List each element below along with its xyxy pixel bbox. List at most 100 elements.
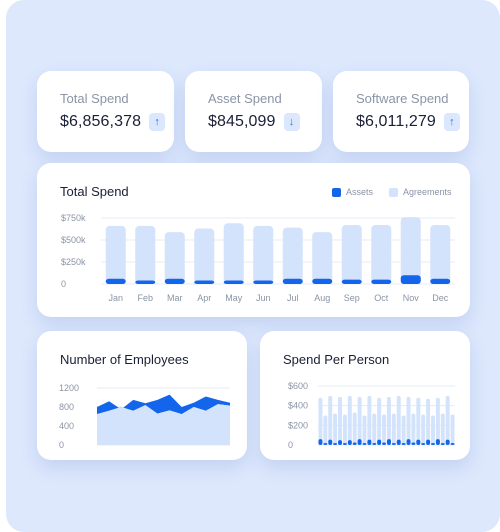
y-tick-label: 0 (61, 279, 66, 289)
x-tick-label: Dec (432, 293, 449, 303)
legend-swatch-assets (332, 187, 341, 197)
arrow-down-icon: ↓ (283, 113, 300, 131)
x-tick-label: Sep (344, 293, 360, 303)
spend-bar-base (396, 439, 401, 445)
spend-bar-base (430, 443, 435, 445)
spend-bar-total (406, 396, 411, 445)
spend-bar-total (328, 395, 333, 445)
spend-bar-base (416, 439, 421, 445)
y-tick-label: 0 (59, 440, 64, 450)
employees-area-base (97, 404, 230, 445)
spend-bar-total (362, 415, 367, 445)
spend-bar-total (352, 412, 357, 445)
y-tick-label: $750k (61, 213, 86, 223)
assets-bar (312, 278, 333, 284)
x-tick-label: Mar (167, 293, 183, 303)
dashboard-panel: Total Spend $6,856,378 ↑ Asset Spend $84… (6, 0, 500, 532)
assets-bar (253, 280, 274, 284)
assets-bar (105, 278, 126, 284)
agreements-bar (223, 223, 244, 284)
agreements-bar (400, 217, 421, 284)
y-tick-label: $200 (288, 420, 308, 430)
x-tick-label: Feb (137, 293, 153, 303)
agreements-bar (312, 232, 333, 284)
kpi-card-asset-spend[interactable]: Asset Spend $845,099 ↓ (185, 71, 322, 152)
spend-bar-base (406, 439, 411, 445)
chart-legend: Assets Agreements (332, 187, 452, 197)
kpi-value: $6,856,378 (60, 113, 142, 130)
spend-bar-base (372, 443, 377, 445)
spend-bar-base (435, 439, 440, 445)
spend-bar-total (435, 397, 440, 445)
spend-per-person-card: Spend Per Person 0 $200 $400 $600 (260, 331, 470, 460)
y-tick-label: $400 (288, 401, 308, 411)
x-tick-label: Jul (287, 293, 299, 303)
agreements-bar (135, 225, 156, 284)
x-tick-label: Aug (314, 293, 330, 303)
spend-bar-base (391, 443, 396, 445)
kpi-card-software-spend[interactable]: Software Spend $6,011,279 ↑ (333, 71, 469, 152)
assets-bar (223, 280, 244, 284)
spend-bar-base (401, 443, 406, 445)
y-tick-label: 0 (288, 440, 293, 450)
spend-bar-base (318, 439, 323, 445)
spend-bar-total (440, 413, 445, 445)
spend-bar-base (421, 443, 426, 445)
spend-bar-total (386, 396, 391, 445)
y-tick-label: $250k (61, 257, 86, 267)
assets-bar (400, 275, 421, 284)
spend-bar-total (430, 415, 435, 445)
arrow-up-icon: ↑ (149, 113, 166, 131)
total-spend-card: Total Spend Assets Agreements 0 $250k $500… (37, 163, 470, 317)
assets-bar (164, 278, 185, 284)
agreements-bar (282, 227, 303, 284)
agreements-bar (430, 225, 451, 284)
card-title: Total Spend (60, 184, 129, 199)
spend-bar-base (362, 443, 367, 445)
spend-bar-base (347, 440, 352, 445)
spend-bar-total (450, 414, 455, 445)
y-tick-label: 1200 (59, 383, 79, 393)
kpi-title: Asset Spend (208, 91, 282, 106)
spend-bar-total (347, 395, 352, 445)
x-tick-label: May (225, 293, 243, 303)
spend-bar-base (426, 439, 431, 445)
spend-bar-total (318, 397, 323, 445)
kpi-title: Software Spend (356, 91, 449, 106)
spend-bar-total (367, 395, 372, 445)
spend-bar-total (426, 398, 431, 445)
legend-label-assets: Assets (346, 187, 374, 197)
spend-bar-total (401, 415, 406, 445)
spend-bar-total (391, 413, 396, 445)
x-tick-label: Nov (403, 293, 420, 303)
assets-bar (341, 279, 362, 284)
kpi-value: $6,011,279 (356, 113, 436, 130)
kpi-value: $845,099 (208, 113, 276, 130)
spend-bar-total (411, 413, 416, 445)
spend-bar-total (357, 396, 362, 445)
spend-bar-base (377, 439, 382, 445)
spend-bar-total (396, 395, 401, 445)
y-tick-label: 400 (59, 421, 74, 431)
agreements-bar (341, 225, 362, 284)
assets-bar (135, 280, 156, 284)
spend-bar-base (411, 442, 416, 445)
spend-per-person-chart: 0 $200 $400 $600 (288, 381, 455, 450)
spend-bar-base (382, 442, 387, 445)
y-tick-label: 800 (59, 402, 74, 412)
x-tick-label: Jun (256, 293, 271, 303)
spend-bar-total (323, 415, 328, 445)
assets-bar (282, 278, 303, 284)
spend-bar-base (450, 443, 455, 445)
arrow-up-icon: ↑ (443, 113, 460, 131)
spend-bar-base (333, 443, 338, 445)
x-tick-label: Jan (108, 293, 123, 303)
spend-bar-total (421, 414, 426, 445)
spend-bar-base (367, 439, 372, 445)
employees-card: Number of Employees 0 400 800 1200 (37, 331, 247, 460)
assets-bar (430, 278, 451, 284)
agreements-bar (164, 232, 185, 284)
employees-area-top (97, 394, 230, 415)
spend-bar-total (416, 397, 421, 445)
kpi-card-total-spend[interactable]: Total Spend $6,856,378 ↑ (37, 71, 174, 152)
